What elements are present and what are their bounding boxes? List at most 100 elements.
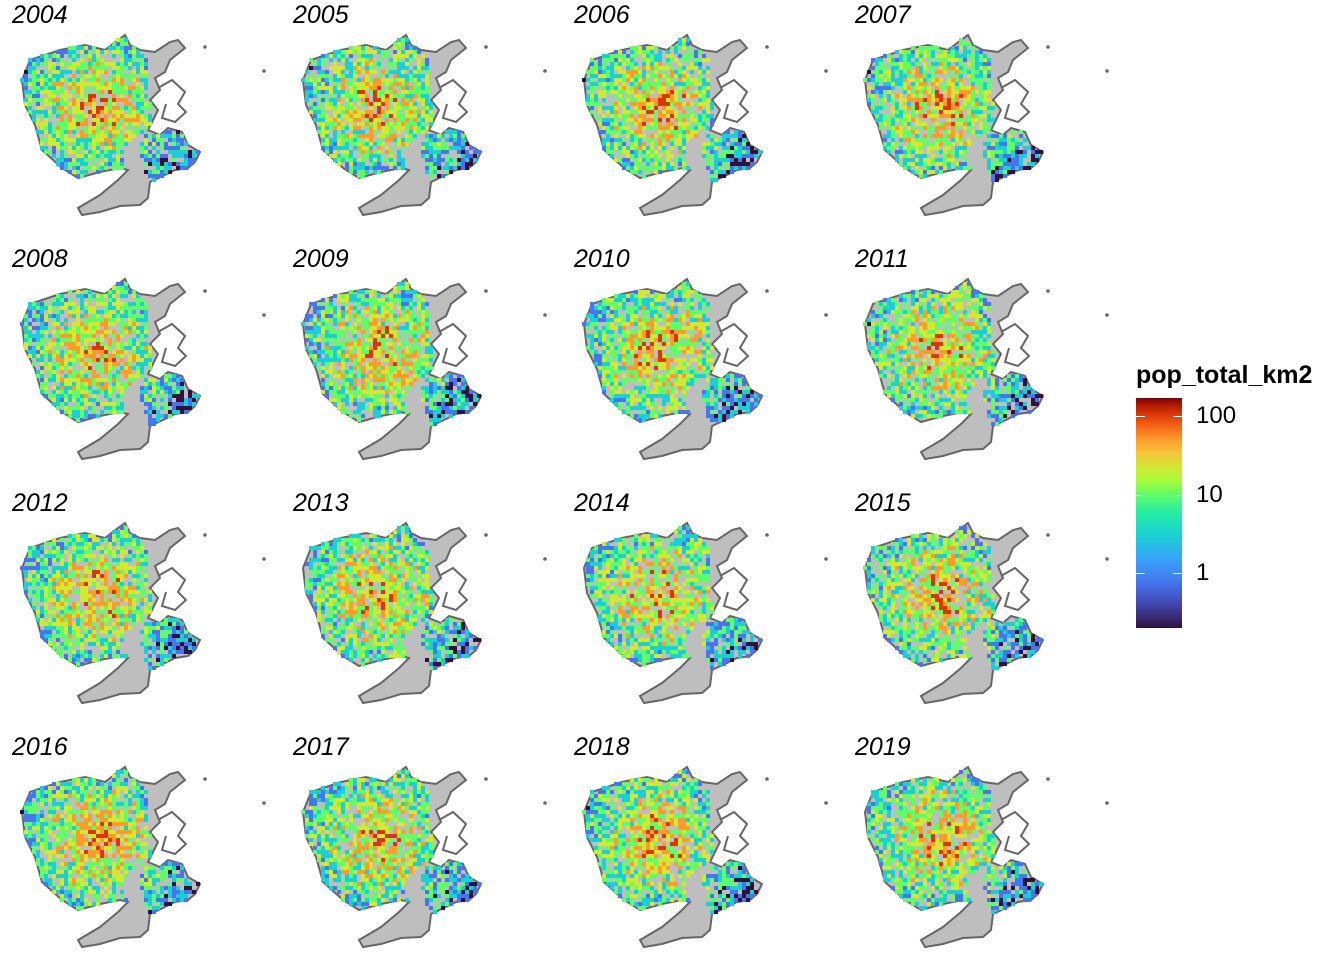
map-graphic bbox=[562, 732, 842, 972]
panel-title: 2012 bbox=[12, 488, 68, 518]
island-dot bbox=[1046, 289, 1050, 293]
map-graphic bbox=[281, 732, 561, 972]
facet-grid: 2004 2005 2006 2007 2008 2009 2010 2011 2012 2013… bbox=[0, 0, 1120, 960]
island-dot bbox=[203, 289, 207, 293]
island-dot bbox=[765, 45, 769, 49]
map-graphic bbox=[0, 488, 280, 728]
island-dot bbox=[824, 801, 828, 805]
island-dot bbox=[824, 557, 828, 561]
density-raster bbox=[20, 770, 200, 914]
island-dot bbox=[1046, 533, 1050, 537]
legend-tick-mark bbox=[1173, 495, 1182, 496]
harbor-outline bbox=[720, 812, 748, 854]
map-panel-2011: 2011 bbox=[843, 244, 1123, 484]
legend-tick-mark bbox=[1136, 573, 1145, 574]
map-panel-2009: 2009 bbox=[281, 244, 561, 484]
map-graphic bbox=[562, 0, 842, 240]
island-dot bbox=[1105, 69, 1109, 73]
map-panel-2014: 2014 bbox=[562, 488, 842, 728]
legend-tick-label: 1 bbox=[1196, 559, 1209, 587]
map-panel-2008: 2008 bbox=[0, 244, 280, 484]
island-dot bbox=[1046, 45, 1050, 49]
harbor-outline bbox=[439, 324, 467, 366]
harbor-outline bbox=[158, 324, 186, 366]
island-dot bbox=[1105, 801, 1109, 805]
legend-tick-label: 10 bbox=[1196, 481, 1223, 509]
panel-title: 2007 bbox=[855, 0, 911, 30]
island-dot bbox=[262, 801, 266, 805]
harbor-outline bbox=[720, 80, 748, 122]
legend-tick-mark bbox=[1136, 416, 1145, 417]
legend-tick-label: 100 bbox=[1196, 402, 1236, 430]
island-dot bbox=[203, 533, 207, 537]
density-raster bbox=[863, 282, 1043, 426]
island-dot bbox=[1046, 777, 1050, 781]
panel-title: 2018 bbox=[574, 732, 630, 762]
map-panel-2006: 2006 bbox=[562, 0, 842, 240]
map-panel-2005: 2005 bbox=[281, 0, 561, 240]
map-graphic bbox=[843, 0, 1123, 240]
color-legend: pop_total_km2 100 10 1 bbox=[1136, 360, 1336, 640]
map-panel-2017: 2017 bbox=[281, 732, 561, 972]
map-panel-2016: 2016 bbox=[0, 732, 280, 972]
island-dot bbox=[765, 533, 769, 537]
harbor-outline bbox=[1001, 324, 1029, 366]
panel-title: 2013 bbox=[293, 488, 349, 518]
map-graphic bbox=[281, 0, 561, 240]
island-dot bbox=[543, 69, 547, 73]
map-graphic bbox=[0, 0, 280, 240]
map-panel-2018: 2018 bbox=[562, 732, 842, 972]
legend-tick-mark bbox=[1173, 416, 1182, 417]
map-graphic bbox=[562, 244, 842, 484]
panel-title: 2009 bbox=[293, 244, 349, 274]
panel-title: 2015 bbox=[855, 488, 911, 518]
island-dot bbox=[484, 289, 488, 293]
map-graphic bbox=[843, 732, 1123, 972]
harbor-outline bbox=[158, 812, 186, 854]
island-dot bbox=[765, 777, 769, 781]
harbor-outline bbox=[439, 80, 467, 122]
panel-title: 2014 bbox=[574, 488, 630, 518]
panel-title: 2006 bbox=[574, 0, 630, 30]
density-raster bbox=[305, 526, 481, 670]
map-panel-2013: 2013 bbox=[281, 488, 561, 728]
harbor-outline bbox=[439, 812, 467, 854]
harbor-outline bbox=[439, 568, 467, 610]
map-panel-2004: 2004 bbox=[0, 0, 280, 240]
panel-title: 2005 bbox=[293, 0, 349, 30]
island-dot bbox=[543, 557, 547, 561]
island-dot bbox=[1105, 313, 1109, 317]
island-dot bbox=[262, 69, 266, 73]
harbor-outline bbox=[1001, 812, 1029, 854]
legend-tick-mark bbox=[1173, 573, 1182, 574]
panel-title: 2008 bbox=[12, 244, 68, 274]
harbor-outline bbox=[720, 324, 748, 366]
island-dot bbox=[543, 313, 547, 317]
map-graphic bbox=[281, 244, 561, 484]
panel-title: 2019 bbox=[855, 732, 911, 762]
island-dot bbox=[262, 557, 266, 561]
map-graphic bbox=[0, 732, 280, 972]
island-dot bbox=[203, 777, 207, 781]
island-dot bbox=[203, 45, 207, 49]
harbor-outline bbox=[1001, 568, 1029, 610]
island-dot bbox=[484, 777, 488, 781]
panel-title: 2016 bbox=[12, 732, 68, 762]
map-panel-2012: 2012 bbox=[0, 488, 280, 728]
map-graphic bbox=[843, 244, 1123, 484]
panel-title: 2004 bbox=[12, 0, 68, 30]
map-graphic bbox=[562, 488, 842, 728]
map-graphic bbox=[281, 488, 561, 728]
island-dot bbox=[1105, 557, 1109, 561]
island-dot bbox=[484, 533, 488, 537]
harbor-outline bbox=[158, 80, 186, 122]
map-panel-2007: 2007 bbox=[843, 0, 1123, 240]
panel-title: 2017 bbox=[293, 732, 349, 762]
panel-title: 2010 bbox=[574, 244, 630, 274]
legend-title: pop_total_km2 bbox=[1136, 360, 1312, 390]
density-raster bbox=[586, 526, 762, 670]
legend-tick-mark bbox=[1136, 495, 1145, 496]
legend-colorbar bbox=[1136, 398, 1182, 628]
harbor-outline bbox=[1001, 80, 1029, 122]
island-dot bbox=[543, 801, 547, 805]
